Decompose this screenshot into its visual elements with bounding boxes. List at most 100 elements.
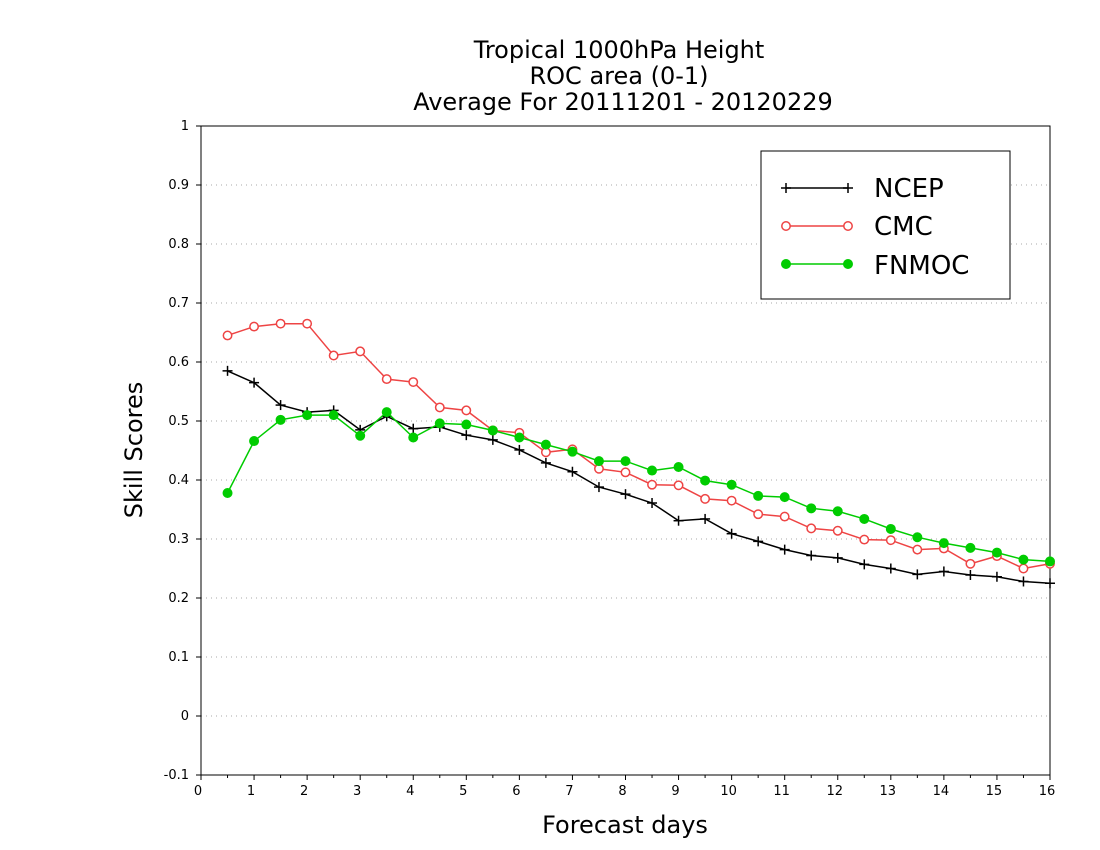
- series-cmc-point: [885, 535, 896, 546]
- series-fnmoc-point: [461, 419, 472, 430]
- legend-cmc-marker-end-point: [843, 221, 853, 231]
- series-cmc-point: [408, 377, 419, 388]
- legend-label-ncep: NCEP: [874, 174, 944, 204]
- series-ncep-point: [275, 400, 286, 411]
- series-fnmoc-point: [700, 475, 711, 486]
- series-fnmoc-point: [249, 436, 260, 447]
- x-tick-label: 11: [773, 784, 790, 799]
- series-fnmoc-point: [779, 492, 790, 503]
- series-fnmoc: [222, 407, 1055, 567]
- y-tick-label: 0.1: [168, 650, 189, 665]
- chart-title-line-2: ROC area (0-1): [529, 62, 708, 90]
- series-ncep-point: [593, 482, 604, 493]
- series-cmc-point: [779, 511, 790, 522]
- legend-ncep-marker-end-point: [843, 183, 853, 193]
- x-tick-label: 9: [671, 784, 679, 799]
- series-cmc-point: [1018, 563, 1029, 574]
- series-cmc-point: [832, 525, 843, 536]
- legend-cmc-marker-start-point: [781, 221, 791, 231]
- legend-fnmoc-marker-start-point: [781, 259, 791, 269]
- x-tick-label: 2: [300, 784, 308, 799]
- series-ncep-point: [965, 569, 976, 580]
- series-ncep: [222, 365, 1055, 589]
- series-ncep-point: [487, 434, 498, 445]
- x-tick-label: 4: [406, 784, 414, 799]
- series-fnmoc-point: [328, 410, 339, 421]
- series-cmc-point: [753, 509, 764, 520]
- y-tick-label: 0.9: [168, 178, 189, 193]
- series-ncep-point: [1045, 578, 1055, 589]
- series-fnmoc-point: [885, 523, 896, 534]
- y-axis-label: Skill Scores: [120, 382, 148, 519]
- y-tick-label: -0.1: [164, 768, 189, 783]
- legend-marks: [781, 183, 853, 269]
- series-fnmoc-point: [673, 462, 684, 473]
- series-ncep-point: [514, 444, 525, 455]
- series-ncep-point: [700, 513, 711, 524]
- series-fnmoc-point: [1045, 556, 1055, 567]
- series-ncep-point: [832, 552, 843, 563]
- y-tick-label: 0.8: [168, 237, 189, 252]
- y-tick-label: 0.2: [168, 591, 189, 606]
- series-cmc-point: [965, 558, 976, 569]
- x-tick-label: 12: [826, 784, 843, 799]
- y-tick-label: 0.6: [168, 355, 189, 370]
- series-cmc-point: [302, 318, 313, 329]
- series-ncep-point: [647, 498, 658, 509]
- x-tick-label: 0: [194, 784, 202, 799]
- series-ncep-point: [779, 544, 790, 555]
- series-ncep-point: [673, 515, 684, 526]
- x-tick-label: 1: [247, 784, 255, 799]
- series-ncep-point: [540, 457, 551, 468]
- series-ncep-point: [620, 489, 631, 500]
- series-fnmoc-point: [222, 487, 233, 498]
- series-fnmoc-point: [567, 446, 578, 457]
- x-tick-label: 10: [720, 784, 737, 799]
- x-tick-label: 3: [353, 784, 361, 799]
- legend-label-fnmoc: FNMOC: [874, 251, 969, 281]
- x-axis-label: Forecast days: [542, 811, 708, 839]
- y-tick-label: 0.5: [168, 414, 189, 429]
- series-fnmoc-point: [408, 432, 419, 443]
- y-tick-label: 0.4: [168, 473, 189, 488]
- x-tick-label: 15: [986, 784, 1003, 799]
- series-cmc-point: [461, 405, 472, 416]
- series-fnmoc-point: [540, 439, 551, 450]
- series-cmc-point: [275, 318, 286, 329]
- series-cmc-point: [700, 493, 711, 504]
- series-ncep-point: [806, 550, 817, 561]
- legend-label-cmc: CMC: [874, 212, 933, 242]
- legend-box: [760, 150, 1011, 300]
- series-ncep-point: [1018, 576, 1029, 587]
- series-fnmoc-point: [832, 506, 843, 517]
- series-cmc-point: [806, 523, 817, 534]
- series-cmc-point: [673, 480, 684, 491]
- series-ncep-point: [461, 430, 472, 441]
- chart-title-line-1: Tropical 1000hPa Height: [473, 36, 765, 64]
- x-tick-label: 8: [618, 784, 626, 799]
- series-cmc-point: [355, 346, 366, 357]
- series-ncep-point: [222, 365, 233, 376]
- series-fnmoc-point: [753, 490, 764, 501]
- series-fnmoc-point: [302, 410, 313, 421]
- series-ncep-line: [227, 370, 1051, 585]
- series-fnmoc-point: [275, 414, 286, 425]
- chart-title-line-3: Average For 20111201 - 20120229: [413, 88, 833, 116]
- y-tick-label: 0.3: [168, 532, 189, 547]
- series-cmc-point: [859, 534, 870, 545]
- axis-ticks: -0.100.10.20.30.40.50.60.70.80.910 1 2 3 4 5 6…: [164, 119, 1056, 799]
- series-fnmoc-point: [434, 418, 445, 429]
- series-layer: [222, 318, 1055, 589]
- series-ncep-point: [885, 563, 896, 574]
- series-fnmoc-point: [965, 542, 976, 553]
- series-cmc-point: [912, 544, 923, 555]
- series-cmc-point: [328, 350, 339, 361]
- series-cmc-point: [222, 330, 233, 341]
- series-fnmoc-point: [514, 432, 525, 443]
- series-cmc-point: [620, 467, 631, 478]
- legend: NCEP CMC FNMOC: [760, 150, 1011, 300]
- y-tick-label: 0.7: [168, 296, 189, 311]
- x-tick-label: 6: [512, 784, 520, 799]
